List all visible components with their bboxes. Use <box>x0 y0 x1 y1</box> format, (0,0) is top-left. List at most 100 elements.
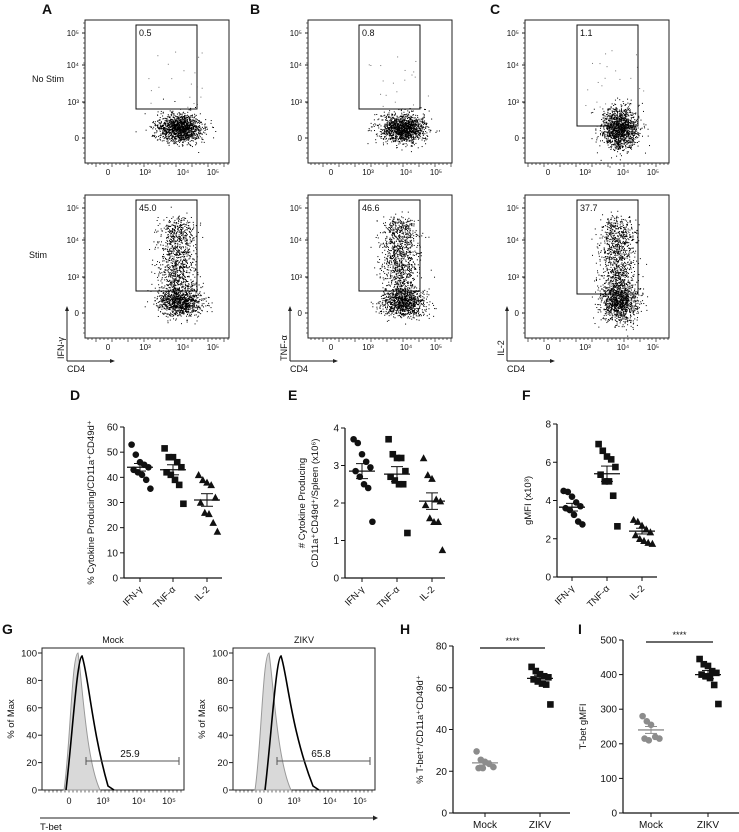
event-dot <box>191 240 193 242</box>
event-dot <box>192 132 194 134</box>
event-dot <box>166 288 168 290</box>
event-dot <box>168 116 170 118</box>
event-dot <box>181 297 183 299</box>
event-dot <box>183 128 185 130</box>
event-dot <box>212 126 214 128</box>
event-dot <box>191 128 193 130</box>
event-dot <box>174 247 176 249</box>
event-dot <box>181 251 183 253</box>
event-dot <box>401 149 403 151</box>
event-dot <box>191 299 193 301</box>
event-dot <box>403 132 405 134</box>
event-dot <box>204 126 206 128</box>
event-dot <box>184 300 186 302</box>
event-dot <box>176 253 178 255</box>
event-dot <box>166 299 168 301</box>
event-dot <box>397 118 399 120</box>
event-dot <box>210 307 212 309</box>
event-dot <box>396 128 398 130</box>
event-dot <box>186 310 188 312</box>
event-dot <box>193 237 195 239</box>
event-dot <box>172 305 174 307</box>
event-dot <box>165 293 167 295</box>
event-dot <box>190 263 192 265</box>
event-dot <box>178 252 180 254</box>
event-dot <box>194 119 196 121</box>
event-dot <box>183 278 185 280</box>
event-dot <box>179 236 181 238</box>
event-dot <box>184 133 186 135</box>
event-dot <box>393 132 395 134</box>
event-dot <box>178 128 180 130</box>
event-dot <box>182 279 184 281</box>
event-dot <box>405 130 407 132</box>
event-dot <box>405 128 407 130</box>
event-dot <box>188 303 190 305</box>
event-dot <box>176 247 178 249</box>
event-dot <box>388 126 390 128</box>
event-dot <box>399 128 401 130</box>
event-dot <box>187 106 189 108</box>
event-dot <box>399 122 401 124</box>
event-dot <box>206 126 208 128</box>
event-dot <box>174 291 176 293</box>
event-dot <box>188 135 190 137</box>
event-dot <box>171 240 173 242</box>
event-dot <box>164 266 166 268</box>
event-dot <box>173 287 175 289</box>
event-dot <box>390 135 392 137</box>
event-dot <box>177 128 179 130</box>
event-dot <box>400 109 402 111</box>
event-dot <box>414 124 416 126</box>
event-dot <box>194 128 196 130</box>
event-dot <box>174 230 176 232</box>
event-dot <box>178 139 180 141</box>
event-dot <box>195 129 197 131</box>
event-dot <box>161 248 163 250</box>
event-dot <box>407 127 409 129</box>
event-dot <box>195 122 197 124</box>
event-dot <box>417 125 419 127</box>
event-dot <box>176 310 178 312</box>
event-dot <box>194 310 196 312</box>
event-dot <box>167 237 169 239</box>
event-dot <box>177 222 179 224</box>
event-dot <box>178 269 180 271</box>
event-dot <box>192 307 194 309</box>
event-dot <box>190 132 192 134</box>
event-dot <box>408 134 410 136</box>
event-dot <box>401 137 403 139</box>
event-dot <box>181 311 183 313</box>
event-dot <box>165 261 167 263</box>
event-dot <box>412 137 414 139</box>
event-dot <box>412 142 414 144</box>
event-dot <box>172 124 174 126</box>
event-dot <box>410 131 412 133</box>
event-dot <box>182 118 184 120</box>
event-dot <box>422 133 424 135</box>
event-dot <box>164 133 166 135</box>
event-dot <box>401 133 403 135</box>
event-dot <box>169 138 171 140</box>
event-dot <box>166 121 168 123</box>
event-dot <box>193 283 195 285</box>
event-dot <box>160 297 162 299</box>
event-dot <box>189 237 191 239</box>
event-dot <box>170 282 172 284</box>
event-dot <box>169 260 171 262</box>
event-dot <box>199 122 201 124</box>
event-dot <box>156 264 158 266</box>
event-dot <box>158 126 160 128</box>
event-dot <box>199 133 201 135</box>
event-dot <box>179 302 181 304</box>
event-dot <box>176 113 178 115</box>
event-dot <box>181 232 183 234</box>
event-dot <box>194 124 196 126</box>
event-dot <box>388 112 390 114</box>
event-dot <box>184 305 186 307</box>
event-dot <box>400 132 402 134</box>
event-dot <box>395 131 397 133</box>
event-dot <box>196 143 198 145</box>
event-dot <box>178 121 180 123</box>
event-dot <box>167 131 169 133</box>
